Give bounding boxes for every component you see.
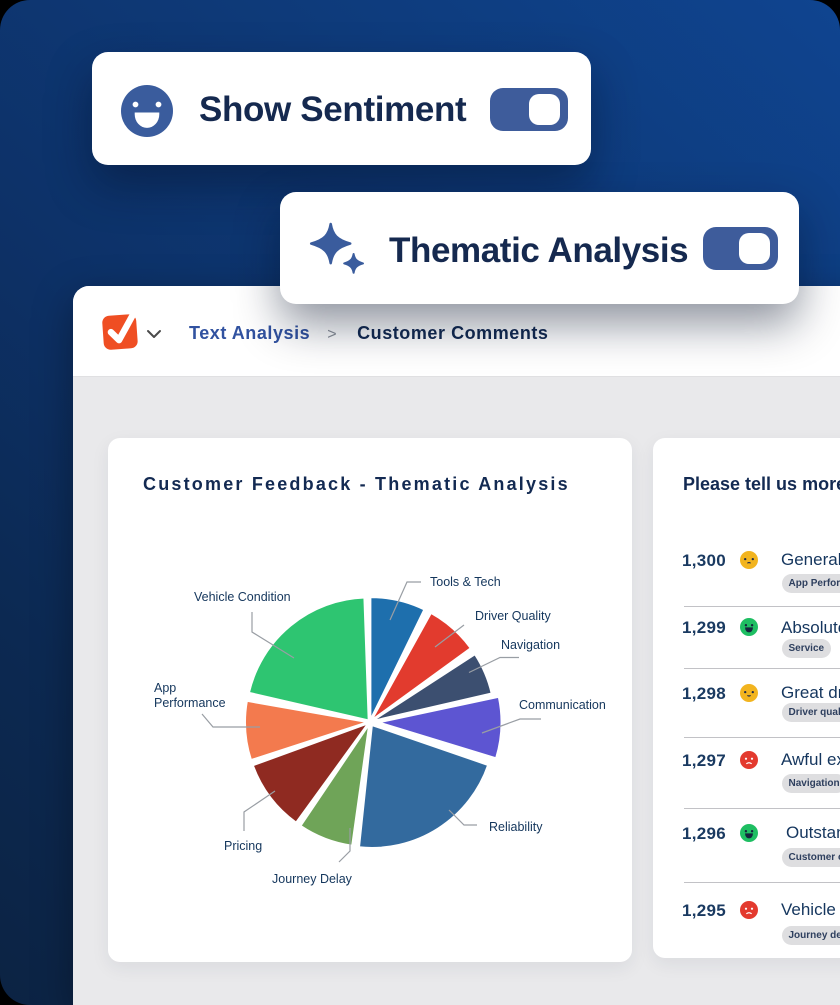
svg-text:Communication: Communication [519, 698, 606, 712]
svg-text:Vehicle Condition: Vehicle Condition [194, 590, 291, 604]
svg-text:Journey Delay: Journey Delay [272, 872, 353, 886]
svg-text:Performance: Performance [154, 696, 226, 710]
svg-text:Navigation: Navigation [501, 638, 560, 652]
svg-text:Driver Quality: Driver Quality [475, 609, 551, 623]
svg-text:App: App [154, 681, 176, 695]
svg-text:Pricing: Pricing [224, 839, 262, 853]
svg-text:Tools & Tech: Tools & Tech [430, 575, 501, 589]
svg-text:Reliability: Reliability [489, 820, 543, 834]
